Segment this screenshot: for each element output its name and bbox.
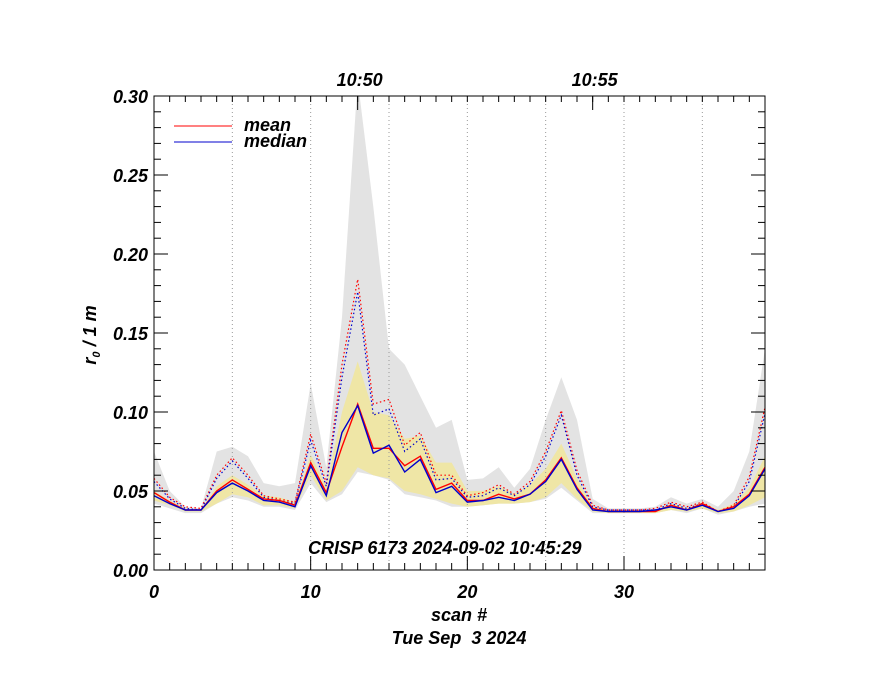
date-label: Tue Sep 3 2024 (392, 628, 527, 648)
dataset-annotation: CRISP 6173 2024-09-02 10:45:29 (308, 538, 582, 558)
y-axis-label-sub: 0 (91, 351, 103, 358)
y-axis-label-main: r (80, 357, 100, 365)
tick-labels: 0 10 20 30 0.00 0.05 0.10 0.15 0.20 0.25 0.30 10:50… (113, 70, 634, 602)
top-time-label: 10:55 (572, 70, 619, 90)
data-series (154, 279, 765, 513)
x-tick-label: 20 (456, 582, 477, 602)
y-axis-label-unit: / 1 m (80, 305, 100, 351)
x-axis-label: scan # (431, 605, 487, 625)
grey-band (154, 96, 765, 515)
y-tick-label: 0.25 (113, 166, 149, 186)
y-tick-label: 0.00 (113, 561, 148, 581)
y-tick-label: 0.15 (113, 324, 149, 344)
y-tick-label: 0.20 (113, 245, 148, 265)
x-tick-label: 10 (301, 582, 321, 602)
legend: mean median (174, 115, 307, 151)
time-gridlines (231, 96, 703, 570)
x-tick-label: 30 (614, 582, 634, 602)
top-time-label: 10:50 (337, 70, 383, 90)
axes (153, 95, 766, 571)
mean-dotted-line (154, 279, 765, 513)
y-axis-label: r0 / 1 m (80, 305, 103, 364)
median-dotted-line (154, 291, 765, 513)
y-tick-label: 0.10 (113, 403, 148, 423)
svg-text:r0 / 1 m: r0 / 1 m (80, 305, 103, 364)
legend-median-label: median (244, 131, 307, 151)
median-line (154, 404, 765, 513)
y-tick-label: 0.30 (113, 87, 148, 107)
legend-mean-label: mean (244, 115, 291, 135)
y-tick-label: 0.05 (113, 482, 149, 502)
x-tick-label: 0 (149, 582, 159, 602)
